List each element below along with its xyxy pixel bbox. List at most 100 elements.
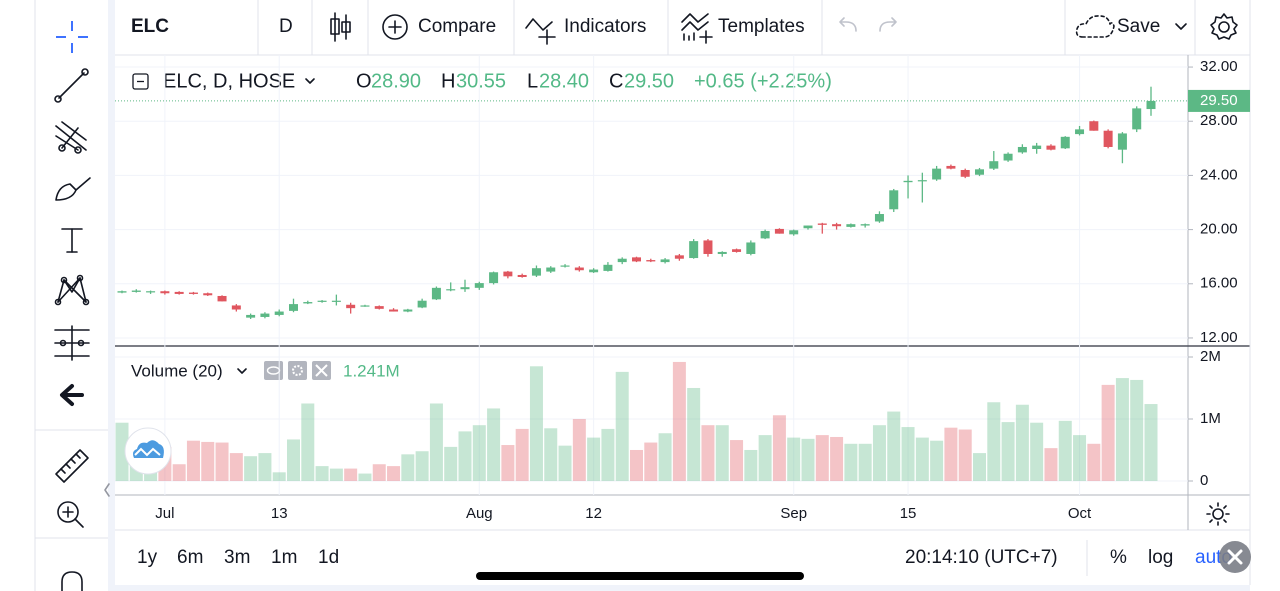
axis-settings[interactable] bbox=[1206, 502, 1230, 526]
candle-body bbox=[603, 264, 613, 271]
y-tick-label: 24.00 bbox=[1200, 166, 1238, 183]
x-tick-label: Jul bbox=[155, 505, 174, 522]
volume-bar bbox=[358, 473, 372, 481]
home-indicator bbox=[476, 572, 804, 580]
save-button[interactable]: Save bbox=[1117, 16, 1160, 37]
pattern-tool[interactable] bbox=[54, 274, 90, 306]
candle-body bbox=[188, 292, 198, 294]
back-button[interactable] bbox=[60, 384, 84, 406]
volume-bar bbox=[787, 437, 801, 481]
legend-menu[interactable] bbox=[305, 78, 315, 84]
y-tick-label: 0 bbox=[1200, 472, 1208, 489]
magnet-tool[interactable] bbox=[61, 571, 83, 591]
last-price-label: 29.50 bbox=[1200, 92, 1238, 109]
percent-button[interactable]: % bbox=[1110, 547, 1127, 568]
save-menu[interactable] bbox=[1175, 23, 1187, 30]
range-button[interactable]: 6m bbox=[177, 547, 203, 568]
volume-bar bbox=[458, 431, 472, 481]
cloud-badge[interactable] bbox=[124, 427, 172, 475]
range-button[interactable]: 3m bbox=[224, 547, 250, 568]
zoom-tool[interactable] bbox=[57, 501, 84, 528]
symbol-button[interactable]: ELC bbox=[131, 16, 169, 37]
volume-bar bbox=[244, 456, 258, 481]
volume-bar bbox=[1115, 378, 1129, 481]
brush-tool[interactable] bbox=[55, 177, 91, 201]
volume-bar bbox=[1144, 404, 1158, 481]
candle-body bbox=[689, 241, 699, 259]
collapse-toolbar[interactable] bbox=[104, 483, 110, 497]
undo-redo[interactable] bbox=[839, 17, 897, 32]
candle-body bbox=[1089, 121, 1099, 131]
compare-button[interactable]: Compare bbox=[418, 16, 496, 37]
legend-open-label: O bbox=[356, 70, 372, 92]
cloud-icon bbox=[133, 440, 164, 458]
legend-symbol[interactable]: ELC, D, HOSE bbox=[163, 70, 295, 92]
volume-bar bbox=[172, 464, 186, 481]
ruler-tool[interactable] bbox=[55, 449, 89, 483]
range-button[interactable]: 1m bbox=[271, 547, 297, 568]
candle-body bbox=[946, 165, 956, 169]
volume-bar bbox=[815, 435, 829, 481]
y-tick-label: 32.00 bbox=[1200, 58, 1238, 75]
candle-body bbox=[1117, 133, 1127, 150]
range-button[interactable]: 1y bbox=[137, 547, 158, 568]
volume-bar bbox=[1044, 448, 1058, 481]
candle-body bbox=[560, 265, 570, 267]
volume-bar bbox=[858, 443, 872, 481]
clock: 20:14:10 (UTC+7) bbox=[905, 547, 1058, 568]
chart-style-button[interactable] bbox=[330, 12, 351, 42]
candle-body bbox=[1146, 100, 1156, 110]
volume-bar bbox=[1130, 379, 1144, 481]
right-margin bbox=[1250, 0, 1280, 591]
volume-bar bbox=[501, 445, 515, 481]
drawing-toolbar bbox=[54, 21, 110, 591]
volume-legend: Volume (20) 1.241M bbox=[131, 361, 400, 380]
volume-menu[interactable] bbox=[237, 368, 247, 374]
compare-icon[interactable] bbox=[382, 14, 408, 40]
settings-button[interactable] bbox=[288, 361, 307, 380]
volume-bar bbox=[1087, 443, 1101, 481]
range-button[interactable]: 1d bbox=[318, 547, 339, 568]
hide-button[interactable] bbox=[264, 361, 283, 380]
pitchfork-tool[interactable] bbox=[55, 121, 87, 154]
candle-body bbox=[774, 228, 784, 234]
x-tick-label: 15 bbox=[900, 505, 917, 522]
candle-body bbox=[703, 240, 713, 254]
log-button[interactable]: log bbox=[1148, 547, 1173, 568]
candle-body bbox=[674, 255, 684, 259]
volume-bar bbox=[258, 453, 272, 481]
volume-bar bbox=[630, 449, 643, 481]
settings-button[interactable] bbox=[1210, 13, 1238, 40]
text-tool[interactable] bbox=[61, 228, 83, 253]
volume-bar bbox=[387, 466, 401, 481]
templates-icon[interactable] bbox=[681, 13, 713, 44]
indicators-icon[interactable] bbox=[525, 18, 556, 45]
volume-bar bbox=[958, 429, 972, 481]
volume-bar bbox=[444, 446, 458, 481]
volume-bar bbox=[872, 425, 886, 481]
volume-title[interactable]: Volume (20) bbox=[131, 361, 223, 380]
candle-body bbox=[303, 302, 313, 304]
trend-line-tool[interactable] bbox=[54, 68, 89, 103]
x-tick-label: 13 bbox=[271, 505, 288, 522]
indicators-button[interactable]: Indicators bbox=[564, 16, 646, 37]
prediction-tool[interactable] bbox=[54, 325, 90, 361]
x-tick-label: 12 bbox=[585, 505, 602, 522]
settings-icon bbox=[292, 365, 303, 376]
candle-body bbox=[460, 287, 470, 290]
candle-body bbox=[717, 251, 727, 254]
plot-area: 32.00 28.00 24.00 20.00 16.00 12.00 2M 1M 0 Jul 13… bbox=[115, 55, 1250, 522]
candle-body bbox=[917, 180, 927, 182]
candle-body bbox=[346, 304, 356, 309]
templates-button[interactable]: Templates bbox=[718, 16, 805, 37]
volume-bar bbox=[229, 453, 243, 481]
candle-body bbox=[1046, 145, 1056, 150]
crosshair-tool[interactable] bbox=[56, 21, 88, 53]
save-icon[interactable] bbox=[1075, 15, 1115, 38]
volume-bar bbox=[601, 428, 615, 481]
candle-body bbox=[1103, 130, 1113, 147]
interval-button[interactable]: D bbox=[279, 16, 293, 37]
candle-body bbox=[1003, 153, 1013, 161]
collapse-legend[interactable] bbox=[132, 73, 149, 90]
